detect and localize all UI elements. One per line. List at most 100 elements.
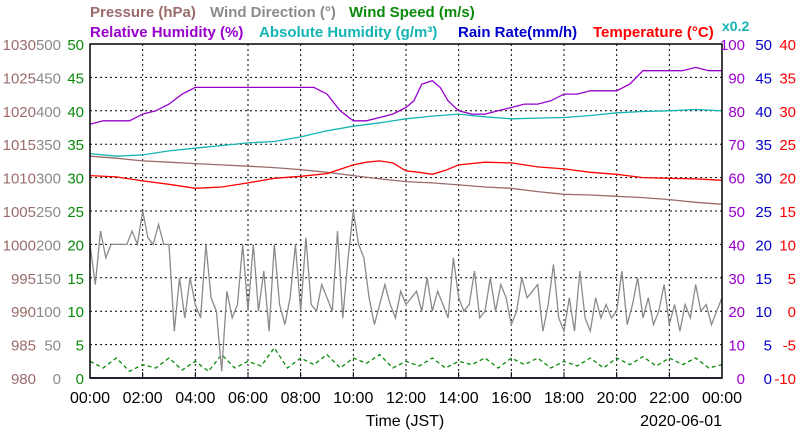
y-tick-wind-speed: 35 [67,137,84,154]
y-tick-temperature: 15 [779,204,796,221]
legend-entry: Temperature (°C) [593,24,714,41]
date-label: 2020-06-01 [640,413,722,430]
y-tick-rain-rate: 10 [755,304,772,321]
y-tick-rain-rate: 35 [755,137,772,154]
y-tick-rain-rate: 40 [755,104,772,121]
y-tick-wind-direction: 250 [36,204,61,221]
y-tick-relative-humidity: 30 [728,271,745,288]
y-tick-wind-speed: 50 [67,37,84,54]
series-wind-speed [89,346,723,373]
legend-entry: Relative Humidity (%) [90,24,243,41]
legend: Pressure (hPa) Wind Direction (°) Wind Spe… [90,4,749,41]
legend-entry: Wind Direction (°) [210,4,336,21]
y-tick-temperature: 35 [779,70,796,87]
x-tick-label: 14:00 [439,390,479,407]
grid [90,44,722,378]
y-tick-wind-direction: 350 [36,137,61,154]
y-tick-temperature: 40 [779,37,796,54]
x-tick-label: 00:00 [70,390,110,407]
y-tick-pressure: 990 [11,304,36,321]
legend-entry: Absolute Humidity (g/m³) [259,24,437,41]
y-tick-rain-rate: 50 [755,37,772,54]
y-tick-wind-speed: 0 [76,371,84,388]
series-temperature [89,160,723,189]
y-tick-pressure: 1020 [3,104,36,121]
y-tick-relative-humidity: 100 [720,37,745,54]
y-tick-wind-speed: 45 [67,70,84,87]
y-tick-relative-humidity: 80 [728,104,745,121]
y-tick-temperature: -5 [783,338,796,355]
y-tick-wind-speed: 5 [76,338,84,355]
x-tick-label: 02:00 [123,390,163,407]
y-tick-relative-humidity: 60 [728,171,745,188]
y-tick-wind-direction: 0 [53,371,61,388]
y-tick-temperature: -10 [774,371,796,388]
y-tick-pressure: 1010 [3,171,36,188]
axes: 1030102510201015101010051000995990985980… [3,37,796,407]
y-tick-wind-direction: 200 [36,237,61,254]
y-tick-pressure: 1005 [3,204,36,221]
y-tick-rain-rate: 15 [755,271,772,288]
y-tick-temperature: 20 [779,171,796,188]
y-tick-wind-speed: 10 [67,304,84,321]
legend-entry: Wind Speed (m/s) [349,4,475,21]
y-tick-wind-speed: 40 [67,104,84,121]
y-tick-wind-direction: 400 [36,104,61,121]
y-tick-rain-rate: 45 [755,70,772,87]
y-tick-rain-rate: 5 [764,338,772,355]
y-tick-wind-speed: 25 [67,204,84,221]
x-tick-label: 08:00 [281,390,321,407]
series-wind-direction [89,210,723,372]
y-tick-wind-speed: 30 [67,171,84,188]
y-tick-wind-direction: 150 [36,271,61,288]
y-tick-temperature: 25 [779,137,796,154]
legend-entry: Pressure (hPa) [90,4,196,21]
x-tick-label: 18:00 [544,390,584,407]
y-tick-relative-humidity: 90 [728,70,745,87]
y-tick-relative-humidity: 20 [728,304,745,321]
series-layer [89,66,723,379]
x-axis-label: Time (JST) [366,413,445,430]
y-tick-wind-speed: 20 [67,237,84,254]
x-tick-label: 06:00 [228,390,268,407]
x-tick-label: 22:00 [649,390,689,407]
y-tick-relative-humidity: 70 [728,137,745,154]
y-tick-temperature: 30 [779,104,796,121]
x-tick-label: 04:00 [175,390,215,407]
y-tick-rain-rate: 25 [755,204,772,221]
legend-entry: Rain Rate(mm/h) [458,24,577,41]
scale-note: x0.2 [722,18,749,34]
y-tick-pressure: 1015 [3,137,36,154]
x-tick-label: 12:00 [386,390,426,407]
y-tick-rain-rate: 20 [755,237,772,254]
y-tick-temperature: 0 [788,304,796,321]
y-tick-wind-speed: 15 [67,271,84,288]
x-tick-label: 20:00 [597,390,637,407]
y-tick-wind-direction: 300 [36,171,61,188]
y-tick-pressure: 980 [11,371,36,388]
series-wind-speed [89,108,723,157]
y-tick-rain-rate: 0 [764,371,772,388]
series-relative-humidity [89,66,722,125]
x-tick-label: 00:00 [702,390,742,407]
y-tick-relative-humidity: 10 [728,338,745,355]
y-tick-wind-direction: 50 [44,338,61,355]
y-tick-relative-humidity: 0 [737,371,745,388]
y-tick-wind-direction: 450 [36,70,61,87]
y-tick-relative-humidity: 40 [728,237,745,254]
x-tick-label: 16:00 [491,390,531,407]
y-tick-wind-direction: 100 [36,304,61,321]
y-tick-rain-rate: 30 [755,171,772,188]
y-tick-temperature: 10 [779,237,796,254]
y-tick-relative-humidity: 50 [728,204,745,221]
y-tick-pressure: 995 [11,271,36,288]
x-tick-label: 10:00 [333,390,373,407]
y-tick-pressure: 1030 [3,37,36,54]
y-tick-wind-direction: 500 [36,37,61,54]
y-tick-pressure: 1025 [3,70,36,87]
y-tick-pressure: 1000 [3,237,36,254]
y-tick-pressure: 985 [11,338,36,355]
y-tick-temperature: 5 [788,271,796,288]
series-pressure [89,155,723,205]
